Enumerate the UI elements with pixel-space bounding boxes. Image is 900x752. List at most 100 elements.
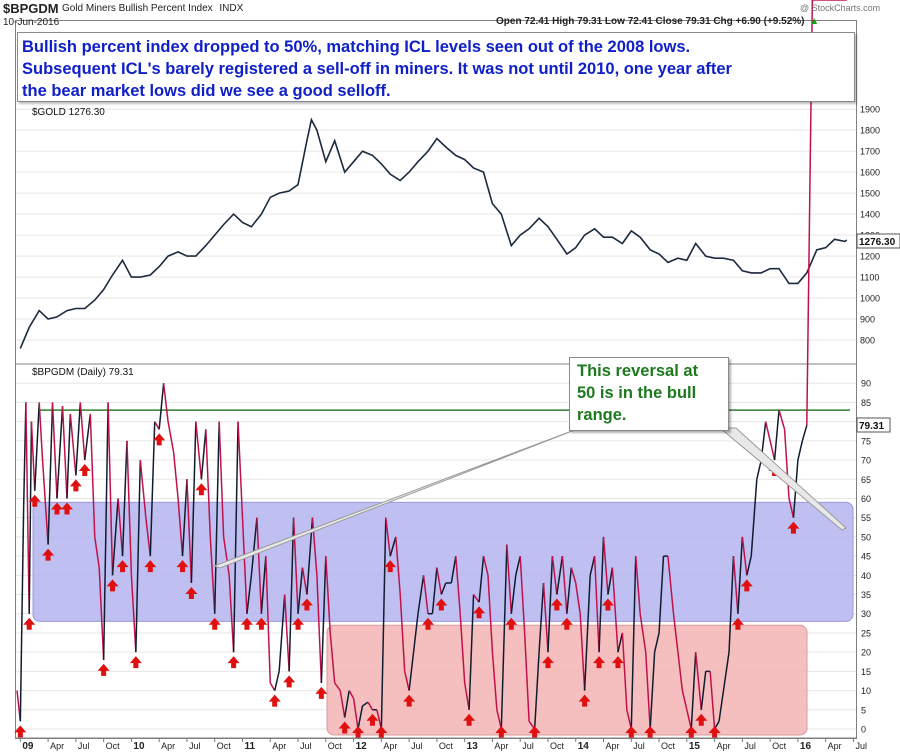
bpgdm-segment — [38, 402, 44, 461]
bpgdm-segment — [561, 556, 568, 614]
bpgdm-y-tick: 20 — [861, 648, 871, 658]
low-arrow-icon — [23, 617, 36, 630]
x-tick-label: Oct — [661, 741, 676, 751]
bpgdm-segment — [634, 556, 641, 614]
bpgdm-segment — [195, 421, 203, 480]
bpgdm-y-tick: 65 — [861, 475, 871, 485]
bpgdm-segment — [422, 575, 429, 614]
bpgdm-segment — [320, 556, 327, 683]
bpgdm-segment — [34, 402, 40, 491]
low-arrow-icon — [740, 579, 753, 592]
low-arrow-icon — [375, 726, 388, 738]
x-tick-label: Jul — [411, 741, 423, 751]
bpgdm-segment — [352, 698, 359, 730]
x-tick-label: Jul — [633, 741, 645, 751]
x-tick-label: 13 — [467, 741, 479, 752]
annotation-line-1: Bullish percent index dropped to 50%, ma… — [22, 38, 691, 56]
bpgdm-segment — [389, 536, 397, 557]
x-tick-label: Oct — [217, 741, 232, 751]
x-tick-label: Jul — [189, 741, 201, 751]
bpgdm-segment — [126, 440, 133, 576]
bpgdm-segment — [385, 517, 391, 557]
bpgdm-segment — [41, 460, 49, 545]
bpgdm-segment — [756, 459, 762, 480]
bpgdm-line — [16, 0, 847, 730]
bpgdm-segment — [538, 582, 545, 653]
bpgdm-segment — [658, 556, 665, 633]
bpgdm-segment — [598, 536, 605, 653]
gold-y-tick: 1000 — [860, 294, 880, 304]
bpgdm-segment — [177, 498, 184, 557]
bpgdm-segment — [228, 575, 235, 653]
low-arrow-icon — [268, 694, 281, 707]
bpgdm-segment — [94, 536, 100, 568]
bpgdm-segment — [260, 556, 267, 614]
x-tick-label: Oct — [550, 741, 565, 751]
gold-y-tick: 1700 — [860, 147, 880, 157]
low-arrow-icon — [60, 502, 73, 515]
bpgdm-segment — [677, 652, 684, 691]
bpgdm-segment — [181, 479, 188, 557]
gold-y-tick: 1800 — [860, 126, 880, 136]
bpgdm-segment — [607, 567, 614, 595]
bpgdm-segment — [478, 556, 485, 603]
bpgdm-segment — [450, 555, 457, 584]
callout-line-1: This reversal at — [577, 362, 699, 380]
x-tick-label: 10 — [133, 741, 145, 752]
bpgdm-segment — [630, 556, 637, 730]
bpgdm-segment — [602, 536, 609, 595]
bpgdm-segment — [218, 421, 225, 537]
bpgdm-segment — [764, 421, 771, 442]
bpgdm-segment — [510, 575, 517, 614]
bpgdm-segment — [519, 556, 526, 633]
x-tick-label: Apr — [161, 741, 175, 751]
bpgdm-segment — [273, 671, 280, 691]
bpgdm-segment — [246, 575, 253, 614]
x-tick-label: Apr — [717, 741, 731, 751]
bpgdm-y-tick: 55 — [861, 513, 871, 523]
x-tick-label: Apr — [50, 741, 64, 751]
bpgdm-segment — [611, 567, 619, 653]
x-tick-label: 15 — [689, 741, 701, 752]
bpgdm-segment — [491, 652, 498, 710]
bpgdm-segment — [797, 440, 804, 461]
gold-last-value: 1276.30 — [859, 237, 896, 248]
x-tick-label: Jul — [78, 741, 90, 751]
bpgdm-y-tick: 30 — [861, 609, 871, 619]
bpgdm-segment — [367, 701, 374, 711]
low-arrow-icon — [422, 617, 435, 630]
bpgdm-segment — [329, 632, 336, 683]
bpgdm-segment — [149, 421, 156, 557]
bpgdm-segment — [69, 413, 77, 476]
bpgdm-segment — [408, 652, 415, 691]
low-arrow-icon — [144, 560, 157, 573]
gold-panel: 8009001000110012001300140015001600170018… — [16, 105, 900, 362]
bpgdm-y-tick: 25 — [861, 628, 871, 638]
bpgdm-segment — [250, 517, 258, 576]
bpgdm-segment — [672, 613, 679, 653]
bpgdm-segment — [89, 413, 96, 537]
bpgdm-segment — [773, 410, 780, 461]
bpgdm-segment — [139, 459, 147, 518]
bpgdm-segment — [278, 594, 286, 672]
bpgdm-segment — [728, 556, 735, 653]
bpgdm-segment — [593, 556, 600, 653]
bpgdm-segment — [154, 421, 160, 430]
low-arrow-icon — [227, 656, 240, 669]
bpgdm-segment — [732, 556, 739, 614]
bpgdm-segment — [750, 479, 758, 557]
low-arrow-icon — [153, 433, 166, 446]
gold-last-value-tag: 1276.30 — [856, 233, 900, 249]
bpgdm-y-tick: 85 — [861, 398, 871, 408]
bpgdm-y-tick: 40 — [861, 571, 871, 581]
bpgdm-last-value-tag: 79.31 — [856, 417, 891, 433]
x-axis: 09 Apr Jul Oct 10 Apr Jul Oct 11 Apr Jul Oct 12 Apr Ju… — [19, 738, 867, 752]
low-arrow-icon — [435, 598, 448, 611]
bpgdm-segment — [222, 536, 230, 576]
low-arrow-icon — [176, 560, 189, 573]
bpgdm-segment — [653, 632, 660, 653]
bpgdm-last-value: 79.31 — [859, 421, 884, 432]
bpgdm-segment — [589, 555, 596, 576]
bpgdm-segment — [288, 517, 295, 672]
bpgdm-segment — [579, 613, 586, 691]
